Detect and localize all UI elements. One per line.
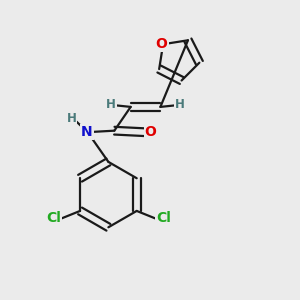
- Text: H: H: [175, 98, 185, 111]
- Text: Cl: Cl: [156, 212, 171, 225]
- Text: N: N: [81, 125, 93, 139]
- Text: H: H: [67, 112, 76, 125]
- Text: H: H: [106, 98, 116, 111]
- Text: O: O: [145, 125, 157, 139]
- Text: O: O: [156, 37, 168, 51]
- Text: Cl: Cl: [46, 212, 61, 225]
